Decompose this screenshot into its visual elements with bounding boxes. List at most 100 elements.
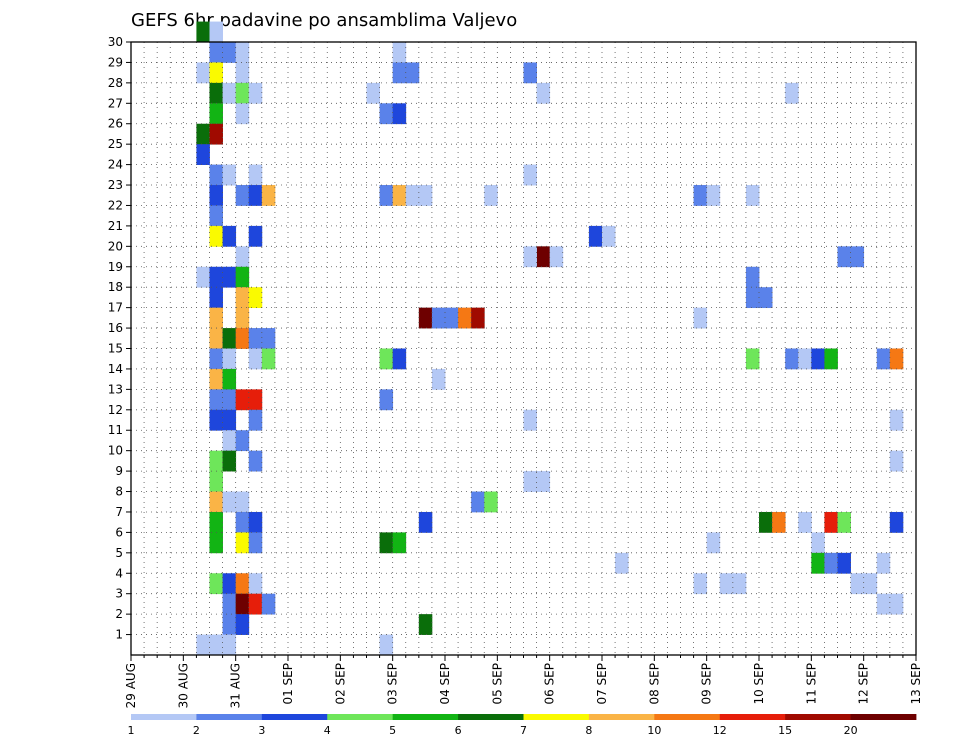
heatmap-cell [235, 287, 250, 309]
heatmap-cell [235, 103, 250, 125]
heatmap-cell [196, 144, 210, 165]
heatmap-cell [588, 225, 603, 247]
heatmap-cell [222, 573, 237, 595]
y-tick-label: 9 [115, 464, 123, 478]
heatmap-cell [745, 287, 760, 309]
heatmap-cell [824, 348, 838, 370]
heatmap-cell [471, 491, 485, 513]
heatmap-cell [745, 185, 760, 206]
heatmap-cell [379, 103, 394, 125]
heatmap-cell [418, 614, 433, 635]
heatmap-cell [235, 430, 250, 452]
y-tick-label: 10 [108, 444, 123, 458]
heatmap-cell [235, 246, 250, 268]
heatmap-cell [209, 368, 223, 390]
heatmap-cell [850, 573, 865, 595]
heatmap-cell [209, 450, 223, 472]
y-tick-label: 17 [108, 301, 123, 315]
heatmap-cell [248, 409, 263, 431]
heatmap-cell [235, 42, 250, 63]
y-tick-label: 3 [115, 587, 123, 601]
heatmap-cell [379, 185, 394, 206]
heatmap-cell [209, 491, 223, 513]
heatmap-cell [876, 552, 891, 574]
heatmap-cell [222, 634, 237, 656]
y-tick-label: 18 [108, 280, 123, 294]
x-tick-label: 03 SEP [386, 663, 400, 705]
heatmap-cell [706, 532, 721, 554]
heatmap-cell [889, 348, 904, 370]
heatmap-cell [759, 511, 773, 533]
heatmap-cell [222, 42, 237, 63]
colorbar-label: 15 [778, 724, 792, 737]
x-tick-label: 29 AUG [124, 663, 138, 708]
y-tick-label: 8 [115, 485, 123, 499]
heatmap-cell [222, 225, 237, 247]
heatmap-cell [418, 185, 433, 206]
heatmap-cell [222, 328, 237, 349]
heatmap-cell [523, 246, 537, 268]
heatmap-cell [798, 511, 812, 533]
heatmap-cell [222, 266, 237, 288]
heatmap-cell [209, 348, 223, 370]
y-tick-label: 14 [108, 362, 123, 376]
y-tick-label: 2 [115, 607, 123, 621]
heatmap-cell [693, 307, 708, 329]
heatmap-cell [379, 389, 394, 411]
heatmap-cell [248, 532, 263, 554]
heatmap-cell [798, 348, 812, 370]
colorbar-swatch [261, 714, 328, 720]
heatmap-cell [536, 471, 551, 492]
heatmap-cell [418, 307, 433, 329]
heatmap-cell [209, 185, 223, 206]
colorbar-label: 1 [128, 724, 135, 737]
heatmap-cell [889, 511, 904, 533]
heatmap-cell [209, 409, 223, 431]
heatmap-cell [248, 225, 263, 247]
heatmap-cell [772, 511, 786, 533]
heatmap-cell [209, 21, 223, 43]
heatmap-cell [811, 348, 825, 370]
heatmap-cell [837, 552, 851, 574]
colorbar-label: 6 [455, 724, 462, 737]
heatmap-cell [235, 328, 250, 349]
heatmap-cell [235, 62, 250, 84]
x-tick-label: 09 SEP [700, 663, 714, 705]
heatmap-cell [235, 82, 250, 104]
heatmap-cell [222, 491, 237, 513]
colorbar-swatch [850, 714, 917, 720]
heatmap-cell [706, 185, 721, 206]
heatmap-cell [209, 511, 223, 533]
colorbar: 1 2 3 4 5 6 7 8 10 12 15 20 [128, 714, 917, 737]
colorbar-swatch [785, 714, 851, 720]
heatmap-cell [549, 246, 564, 268]
y-tick-label: 16 [108, 321, 123, 335]
heatmap-cell [431, 307, 446, 329]
x-tick-label: 02 SEP [333, 663, 347, 705]
colorbar-label: 8 [585, 724, 592, 737]
heatmap-cell [222, 614, 237, 635]
heatmap-cell [209, 62, 223, 84]
heatmap-cell [222, 164, 237, 186]
heatmap-cell [392, 185, 407, 206]
heatmap-cell [196, 21, 210, 43]
heatmap-cell [209, 82, 223, 104]
colorbar-label: 3 [258, 724, 265, 737]
heatmap-cell [889, 409, 904, 431]
heatmap-cell [235, 491, 250, 513]
heatmap-cell [261, 593, 276, 615]
y-tick-label: 13 [108, 382, 123, 396]
heatmap-cell [209, 471, 223, 492]
heatmap-cell [811, 552, 825, 574]
heatmap-cell [261, 348, 276, 370]
heatmap-cell [209, 389, 223, 411]
x-tick-label: 13 SEP [909, 663, 923, 705]
x-tick-label: 30 AUG [176, 663, 190, 708]
heatmap-cell [471, 307, 485, 329]
heatmap-cell [745, 266, 760, 288]
heatmap-cell [209, 307, 223, 329]
heatmap-cell [418, 511, 433, 533]
heatmap-cell [392, 348, 407, 370]
heatmap-cell [484, 185, 498, 206]
